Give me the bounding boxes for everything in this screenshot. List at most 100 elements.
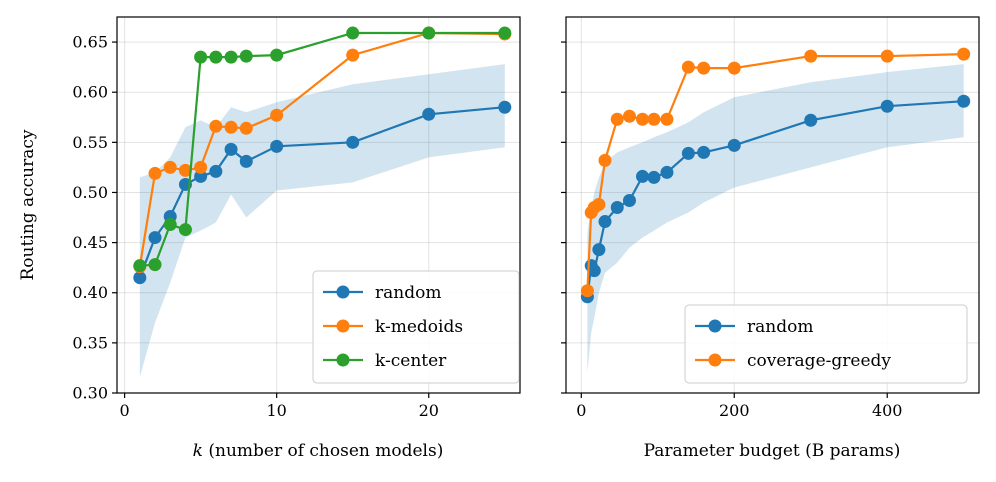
data-point-0-10: [681, 146, 695, 160]
series-line-2: [139, 31, 505, 267]
data-point-0-14: [880, 99, 894, 113]
y-tick-label-6: 0.60: [72, 83, 108, 102]
data-point-1-5: [209, 119, 223, 133]
legend: random k-medoids k-center: [312, 270, 520, 384]
data-point-0-6: [622, 193, 636, 207]
legend-label-0: random: [747, 317, 813, 337]
data-point-2-2: [163, 218, 177, 232]
data-point-1-7: [635, 112, 649, 126]
y-tick-label-1: 0.35: [72, 333, 108, 352]
data-point-0-9: [660, 165, 674, 179]
chart-panel-0: 0 10 20 0.30 0.35 0.40 0.45 0.50 0.55 0.60 0.65 ran…: [72, 16, 521, 420]
legend-label-1: k-medoids: [375, 317, 463, 337]
data-point-0-8: [647, 170, 661, 184]
x-tick-label-0: 0: [576, 401, 586, 420]
data-point-1-6: [224, 120, 238, 134]
data-point-1-0: [580, 284, 594, 298]
data-point-1-9: [346, 48, 360, 62]
data-point-1-11: [697, 61, 711, 75]
data-point-0-4: [598, 215, 612, 229]
data-point-1-4: [598, 153, 612, 167]
y-tick-label-2: 0.40: [72, 283, 108, 302]
data-point-0-0: [133, 271, 147, 285]
x-tick-label-2: 20: [419, 401, 439, 420]
data-point-0-1: [148, 231, 162, 245]
data-point-0-8: [270, 139, 284, 153]
data-point-1-14: [880, 49, 894, 63]
data-point-0-4: [194, 169, 208, 183]
variability-band: [139, 64, 505, 377]
data-point-2-4: [194, 50, 208, 64]
data-point-1-9: [660, 112, 674, 126]
data-point-2-3: [178, 223, 192, 237]
legend-label-0: random: [375, 283, 441, 303]
y-tick-label-4: 0.50: [72, 183, 108, 202]
chart-panel-1: 0 200 400 random coverage-greedy: [561, 16, 980, 420]
data-point-2-11: [498, 26, 512, 40]
data-point-0-15: [957, 94, 971, 108]
data-point-1-2: [163, 160, 177, 174]
x-axis-label-right: Parameter budget (B params): [644, 441, 901, 461]
y-tick-label-7: 0.65: [72, 33, 108, 52]
data-point-1-12: [727, 61, 741, 75]
plot-frame: [565, 16, 980, 394]
data-point-0-6: [224, 142, 238, 156]
data-point-2-9: [346, 26, 360, 40]
x-tick-label-2: 400: [872, 401, 903, 420]
data-point-2-0: [133, 259, 147, 273]
legend-swatch-marker-2: [336, 353, 350, 367]
data-point-1-8: [270, 108, 284, 122]
data-point-1-8: [647, 112, 661, 126]
legend-swatch-marker-0: [708, 319, 722, 333]
x-tick-label-1: 10: [266, 401, 286, 420]
y-tick-label-5: 0.55: [72, 133, 108, 152]
x-axis-label-prefix: k: [193, 441, 203, 461]
data-point-0-7: [635, 169, 649, 183]
data-point-1-13: [804, 49, 818, 63]
data-point-0-5: [610, 201, 624, 215]
data-point-0-12: [727, 138, 741, 152]
data-point-0-3: [592, 243, 606, 257]
y-axis-label: Routing accuracy: [18, 129, 38, 280]
data-point-2-6: [224, 50, 238, 64]
x-tick-label-1: 200: [719, 401, 750, 420]
plot-frame: [116, 16, 521, 394]
legend: random coverage-greedy: [684, 304, 968, 384]
data-point-0-10: [422, 107, 436, 121]
variability-band: [587, 64, 964, 373]
data-point-2-10: [422, 26, 436, 40]
y-tick-label-3: 0.45: [72, 233, 108, 252]
legend-label-2: k-center: [375, 351, 447, 371]
data-point-0-5: [209, 164, 223, 178]
x-axis-label-left: k (number of chosen models): [193, 441, 444, 461]
legend-box: [684, 304, 968, 384]
data-point-0-7: [239, 154, 253, 168]
data-point-1-10: [681, 60, 695, 74]
data-point-2-7: [239, 49, 253, 63]
data-point-2-8: [270, 48, 284, 62]
data-point-0-13: [804, 113, 818, 127]
data-point-1-4: [194, 160, 208, 174]
data-point-0-9: [346, 135, 360, 149]
x-axis-label-rest: (number of chosen models): [203, 441, 443, 461]
data-point-1-7: [239, 121, 253, 135]
data-point-1-15: [957, 47, 971, 61]
data-point-1-5: [610, 112, 624, 126]
data-point-2-5: [209, 50, 223, 64]
data-point-0-2: [587, 264, 601, 278]
legend-label-1: coverage-greedy: [747, 351, 891, 371]
data-point-0-11: [697, 145, 711, 159]
legend-swatch-marker-1: [708, 353, 722, 367]
legend-box: [312, 270, 520, 384]
x-tick-label-0: 0: [120, 401, 130, 420]
data-point-0-11: [498, 100, 512, 114]
data-point-2-1: [148, 258, 162, 272]
legend-swatch-marker-0: [336, 285, 350, 299]
data-point-1-3: [592, 197, 606, 211]
data-point-1-3: [178, 163, 192, 177]
data-point-1-6: [622, 109, 636, 123]
legend-swatch-marker-1: [336, 319, 350, 333]
y-tick-label-0: 0.30: [72, 384, 108, 403]
data-point-1-1: [148, 166, 162, 180]
